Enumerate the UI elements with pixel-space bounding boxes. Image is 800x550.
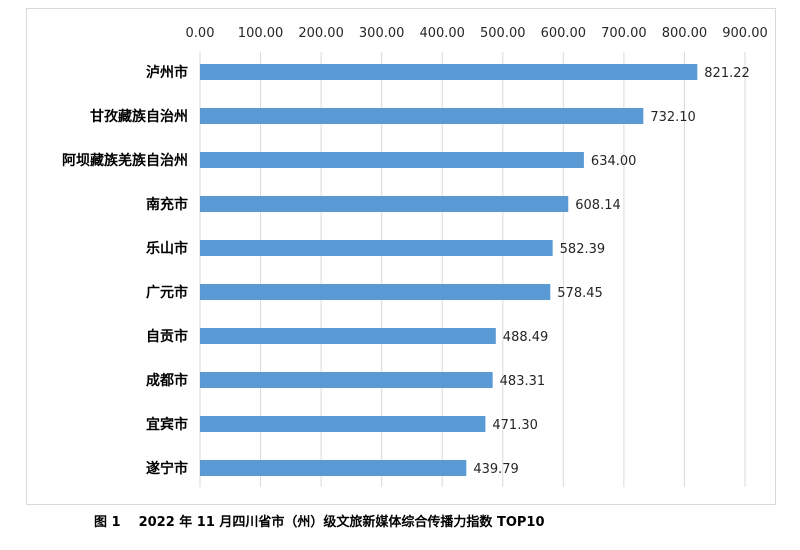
category-label: 甘孜藏族自治州 (90, 108, 188, 125)
category-label: 自贡市 (146, 328, 188, 345)
x-axis-ticks: 0.00 100.00 200.00 300.00 400.00 500.00 600.00… (186, 26, 768, 41)
x-tick-label: 300.00 (359, 26, 405, 41)
bar (200, 416, 486, 432)
x-tick-label: 900.00 (722, 26, 768, 41)
bar-chart: 0.00 100.00 200.00 300.00 400.00 500.00 600.00… (62, 26, 768, 487)
x-tick-label: 700.00 (601, 26, 647, 41)
gridlines (199, 52, 746, 487)
x-tick-label: 200.00 (298, 26, 344, 41)
data-label: 488.49 (503, 330, 549, 345)
data-label: 582.39 (560, 242, 606, 257)
category-label: 宜宾市 (146, 416, 188, 433)
category-label: 乐山市 (146, 240, 188, 257)
bar (200, 372, 493, 388)
category-label: 成都市 (146, 372, 188, 389)
x-tick-label: 800.00 (662, 26, 708, 41)
bar (200, 284, 551, 300)
x-tick-label: 500.00 (480, 26, 526, 41)
category-label: 泸州市 (146, 64, 188, 81)
bar (200, 328, 496, 344)
bar (200, 460, 467, 476)
x-tick-label: 100.00 (238, 26, 284, 41)
bar (200, 196, 569, 212)
data-label: 634.00 (591, 154, 637, 169)
figure-number: 图 1 (94, 515, 121, 530)
data-label: 732.10 (650, 110, 696, 125)
data-label: 578.45 (557, 286, 603, 301)
x-tick-label: 0.00 (186, 26, 215, 41)
figure-caption: 图 1 2022 年 11 月四川省市（州）级文旅新媒体综合传播力指数 TOP10 (94, 511, 545, 530)
data-label: 608.14 (575, 198, 621, 213)
bar (200, 152, 584, 168)
data-label: 471.30 (492, 418, 537, 433)
data-label: 483.31 (500, 374, 545, 389)
x-tick-label: 600.00 (541, 26, 587, 41)
x-tick-label: 400.00 (419, 26, 465, 41)
data-label: 821.22 (704, 66, 750, 81)
category-label: 南充市 (146, 196, 188, 213)
category-label: 广元市 (146, 284, 188, 301)
bar (200, 64, 698, 80)
bars (200, 64, 698, 476)
bar (200, 108, 644, 124)
figure-title: 2022 年 11 月四川省市（州）级文旅新媒体综合传播力指数 TOP10 (138, 515, 545, 530)
bar (200, 240, 553, 256)
category-label: 遂宁市 (146, 460, 188, 477)
data-label: 439.79 (473, 462, 518, 477)
category-label: 阿坝藏族羌族自治州 (62, 152, 188, 169)
data-labels: 821.22 732.10 634.00 608.14 582.39 578.45 488.… (473, 66, 749, 477)
